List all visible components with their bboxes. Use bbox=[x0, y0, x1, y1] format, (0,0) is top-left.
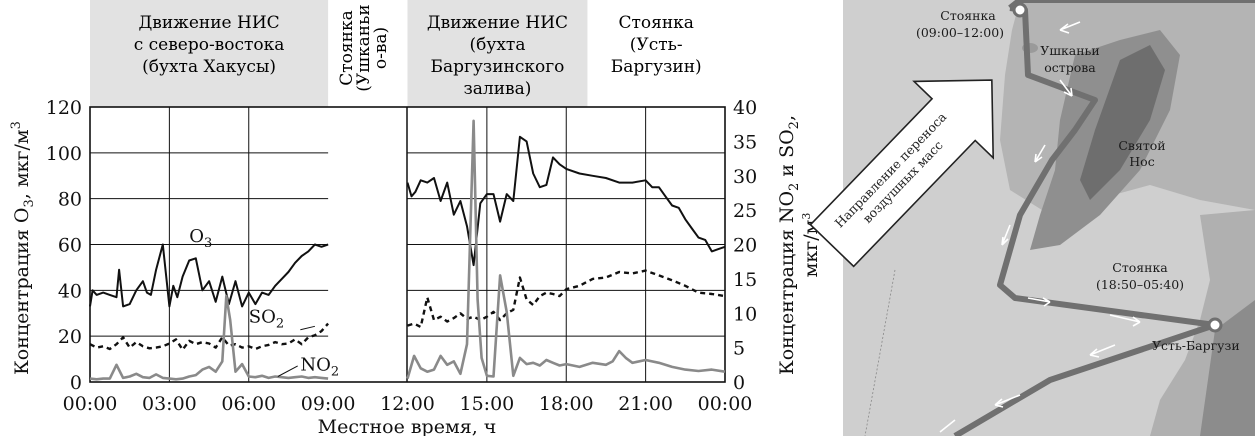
y-right-tick-8: 40 bbox=[733, 97, 757, 119]
series-label-so2: SO2 bbox=[249, 306, 284, 331]
y-left-tick-5: 100 bbox=[46, 143, 82, 165]
period-label-1-line-2: о-ва) bbox=[371, 27, 391, 69]
stop-marker-ushkany bbox=[1012, 2, 1028, 18]
y-left-tick-3: 60 bbox=[58, 235, 82, 257]
series-layer bbox=[89, 119, 726, 381]
place-ushkany-line1: Ушканьи bbox=[1040, 43, 1099, 58]
y-right-tick-6: 30 bbox=[733, 166, 757, 188]
period-label-3-line-0: Стоянка bbox=[618, 13, 693, 33]
period-label-2-line-0: Движение НИС bbox=[427, 13, 568, 33]
period-label-1-line-0: Стоянка bbox=[337, 10, 357, 85]
period-label-0-line-0: Движение НИС bbox=[138, 13, 279, 33]
y-right-tick-3: 15 bbox=[733, 269, 757, 291]
place-ushkany-line2: острова bbox=[1044, 60, 1096, 75]
period-label-2-line-3: залива) bbox=[464, 79, 532, 99]
barguzin-relief bbox=[1200, 300, 1255, 436]
x-tick-6: 18:00 bbox=[539, 393, 594, 415]
x-tick-5: 15:00 bbox=[459, 393, 514, 415]
y-right-tick-labels: 0 5 10 15 20 25 30 35 40 bbox=[733, 97, 757, 394]
period-band-0 bbox=[90, 0, 329, 107]
y-left-tick-1: 20 bbox=[58, 326, 82, 348]
x-tick-labels: 00:00 03:00 06:00 09:00 12:00 15:00 18:00 21:00… bbox=[63, 393, 753, 415]
series-o3-line-1 bbox=[406, 135, 726, 267]
y-right-tick-4: 20 bbox=[733, 235, 757, 257]
x-tick-4: 12:00 bbox=[380, 393, 435, 415]
vessel-track bbox=[953, 5, 1218, 436]
grid-lines bbox=[90, 107, 725, 382]
stop-label-2-line1: Стоянка bbox=[1112, 260, 1168, 275]
place-ust-barguzin: Усть-Баргузи bbox=[1152, 338, 1240, 353]
x-tick-7: 21:00 bbox=[618, 393, 673, 415]
stop-label-2-line2: (18:50–05:40) bbox=[1096, 277, 1184, 292]
track-arrows bbox=[939, 21, 1141, 433]
y-left-tick-2: 40 bbox=[58, 280, 82, 302]
series-no2-line-0 bbox=[89, 294, 329, 381]
series-leader-so2 bbox=[300, 325, 316, 331]
x-axis-label: Местное время, ч bbox=[318, 416, 497, 436]
y-right-tick-1: 5 bbox=[733, 338, 745, 360]
series-so2-line-0 bbox=[89, 322, 330, 351]
period-label-1-line-1: (Ушканьи bbox=[354, 4, 374, 91]
period-label-2-line-2: Баргузинского bbox=[431, 57, 565, 77]
x-tick-3: 09:00 bbox=[301, 393, 356, 415]
x-tick-0: 00:00 bbox=[63, 393, 118, 415]
series-label-o3: O3 bbox=[189, 226, 212, 251]
gap-area bbox=[328, 107, 407, 382]
y-right-tick-7: 35 bbox=[733, 131, 757, 153]
x-tick-8: 00:00 bbox=[698, 393, 753, 415]
y-right-tick-0: 0 bbox=[733, 372, 745, 394]
map-panel: Направление переноса воздушных масс Стоя… bbox=[809, 0, 1255, 436]
vessel-track-top bbox=[1008, 0, 1255, 11]
series-o3-line-0 bbox=[89, 243, 329, 308]
y-left-tick-0: 0 bbox=[70, 372, 82, 394]
stop-marker-ust-barguzin bbox=[1207, 317, 1223, 333]
series-leader-no2 bbox=[277, 365, 298, 377]
y-left-tick-labels: 0 20 40 60 80 100 120 bbox=[46, 97, 82, 394]
period-label-0-line-2: (бухта Хакусы) bbox=[142, 57, 276, 77]
ridge-shadow bbox=[1080, 45, 1165, 200]
period-label-2-line-1: (бухта bbox=[469, 35, 525, 55]
place-svyatoy-nos-line2: Нос bbox=[1129, 154, 1154, 169]
y-right-axis-label-line1: Концентрация NO2 и SO2, bbox=[776, 115, 802, 375]
stop-label-1-line1: Стоянка bbox=[940, 8, 996, 23]
series-label-no2: NO2 bbox=[300, 355, 339, 380]
shoreline-dotted bbox=[864, 269, 896, 436]
period-band-2 bbox=[407, 0, 588, 107]
period-label-3-line-2: Баргузин) bbox=[611, 57, 702, 77]
stop-label-1-line2: (09:00–12:00) bbox=[916, 25, 1004, 40]
series-so2-line-1 bbox=[407, 269, 726, 329]
y-left-tick-4: 80 bbox=[58, 189, 82, 211]
x-tick-2: 06:00 bbox=[221, 393, 276, 415]
y-left-tick-6: 120 bbox=[46, 97, 82, 119]
y-right-tick-2: 10 bbox=[733, 303, 757, 325]
period-label-0-line-1: с северо-востока bbox=[134, 35, 285, 55]
place-svyatoy-nos-line1: Святой bbox=[1118, 138, 1165, 153]
series-no2-line-1 bbox=[406, 119, 726, 379]
y-left-axis-label: Концентрация O3, мкг/м3 bbox=[9, 121, 37, 375]
y-right-tick-5: 25 bbox=[733, 200, 757, 222]
series-labels: O3 SO2 NO2 bbox=[189, 226, 339, 379]
x-tick-1: 03:00 bbox=[142, 393, 197, 415]
y-right-axis-label-line2: мкг/м3 bbox=[800, 213, 822, 278]
period-label-3-line-1: (Усть- bbox=[630, 35, 683, 55]
